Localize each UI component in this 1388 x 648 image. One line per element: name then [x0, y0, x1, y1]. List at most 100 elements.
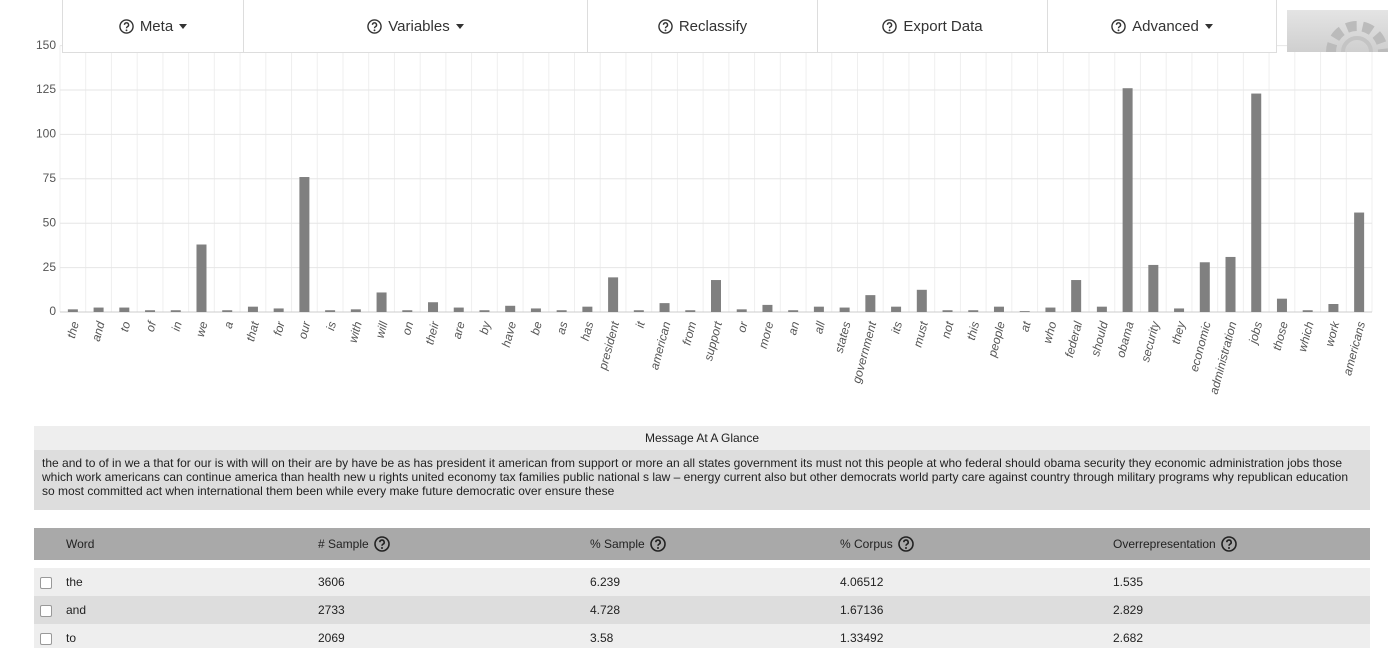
bar [942, 310, 953, 312]
bar [556, 310, 567, 312]
x-tick-label: will [373, 320, 391, 340]
bar [530, 308, 541, 312]
nav-label: Reclassify [678, 17, 748, 35]
bar [119, 307, 130, 312]
settings-button[interactable] [1287, 10, 1388, 52]
bar [891, 306, 902, 312]
column-header: # Sample [318, 528, 390, 560]
x-tick-label: economic [1187, 320, 1214, 373]
help-icon [119, 18, 134, 34]
bar [1174, 308, 1185, 312]
y-tick-label: 25 [43, 260, 57, 274]
nav-label: Variables [388, 17, 450, 35]
help-icon [882, 18, 898, 34]
x-tick-label: all [811, 320, 828, 336]
y-tick-label: 75 [43, 171, 57, 185]
x-tick-label: should [1088, 320, 1111, 358]
x-tick-label: security [1138, 319, 1162, 364]
x-tick-label: we [193, 320, 211, 339]
nav-bar: Meta Variables Reclassify Export Data Ad… [62, 0, 1277, 53]
row-checkbox[interactable] [40, 633, 52, 645]
column-label: Overrepresentation [1113, 537, 1216, 551]
bar [428, 302, 439, 312]
gear-icon [1326, 21, 1388, 52]
bar [196, 244, 207, 312]
x-tick-label: its [888, 320, 905, 335]
x-tick-label: they [1169, 319, 1189, 345]
x-tick-label: to [117, 320, 133, 334]
table-cell: 4.728 [590, 603, 621, 617]
nav-item[interactable]: Reclassify [588, 0, 818, 52]
table-row: to 2069 3.58 1.33492 2.682 [34, 624, 1370, 648]
bar [1302, 310, 1313, 312]
x-tick-label: government [849, 319, 879, 384]
bar [711, 280, 721, 312]
bar [376, 292, 387, 312]
x-tick-label: a [221, 320, 236, 330]
nav-item[interactable]: Advanced [1048, 0, 1276, 52]
table-cell: 2.682 [1113, 631, 1144, 645]
nav-item[interactable]: Variables [244, 0, 588, 52]
table-header: Word # Sample % Sample % Corpus Overrepresen… [34, 528, 1370, 560]
bar [865, 295, 876, 312]
x-tick-label: is [323, 320, 339, 332]
x-tick-label: from [680, 320, 700, 347]
bar [325, 310, 336, 312]
table-cell: 3606 [318, 575, 345, 589]
bar [608, 277, 619, 312]
table-cell: and [66, 603, 87, 617]
bar [222, 310, 233, 312]
bar [93, 307, 104, 312]
nav-label: Meta [139, 17, 174, 35]
x-tick-label: or [734, 319, 751, 334]
help-icon [658, 18, 673, 34]
x-tick-label: by [477, 319, 494, 336]
x-tick-label: americans [1340, 320, 1368, 377]
bar [788, 310, 799, 312]
chart: 0 25 50 75 100 125 150 the and to of in we a that for ou… [36, 38, 1373, 396]
x-tick-label: have [499, 320, 519, 349]
column-label: % Corpus [840, 537, 893, 551]
x-tick-label: as [554, 320, 571, 336]
x-tick-label: at [1018, 319, 1034, 333]
table-cell: 2.829 [1113, 603, 1144, 617]
table-row: and 2733 4.728 1.67136 2.829 [34, 596, 1370, 624]
bar [968, 310, 979, 312]
bar [916, 289, 927, 312]
table-cell: 2733 [318, 603, 345, 617]
help-icon [649, 536, 666, 552]
nav-label: Export Data [903, 17, 983, 35]
x-tick-label: must [911, 319, 931, 348]
bar [1122, 88, 1133, 312]
bar [170, 310, 181, 312]
bar [1071, 280, 1082, 312]
table-cell: the [66, 575, 83, 589]
bar [479, 310, 490, 312]
x-tick-label: the [64, 320, 82, 340]
x-tick-label: our [295, 319, 313, 340]
bar [1276, 298, 1287, 312]
column-label: Word [66, 537, 95, 551]
x-tick-label: with [346, 320, 365, 345]
x-tick-label: jobs [1245, 320, 1265, 347]
bar [1096, 306, 1107, 312]
nav-item[interactable]: Export Data [818, 0, 1048, 52]
bar [67, 309, 78, 312]
y-tick-label: 50 [43, 215, 57, 229]
bar [839, 307, 850, 312]
x-tick-label: more [756, 320, 777, 350]
column-header: Overrepresentation [1113, 528, 1237, 560]
bar [1019, 311, 1030, 312]
bar [350, 309, 361, 312]
bar [402, 310, 413, 312]
row-checkbox[interactable] [40, 605, 52, 617]
x-tick-label: support [701, 319, 725, 362]
message-text: the and to of in we a that for our is wi… [34, 450, 1370, 510]
nav-item[interactable]: Meta [63, 0, 244, 52]
x-tick-label: an [785, 320, 802, 337]
nav-label: Advanced [1132, 17, 1199, 35]
row-checkbox[interactable] [40, 577, 52, 589]
bar [145, 310, 156, 312]
column-header: % Corpus [840, 528, 914, 560]
